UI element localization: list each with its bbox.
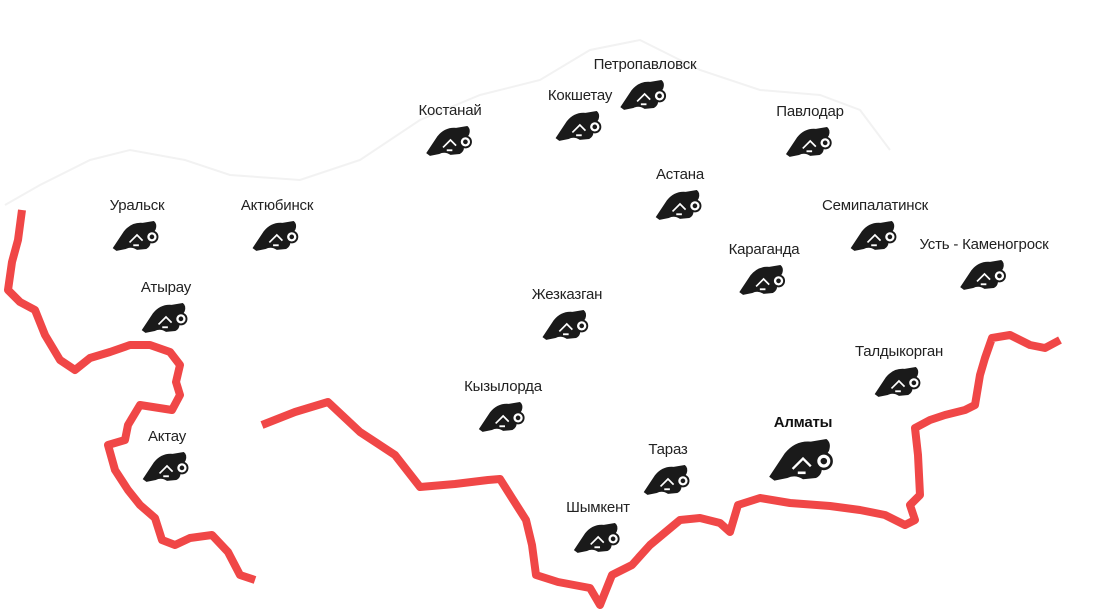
city-marker-ust-kamenogorsk[interactable]: Усть - Каменогроск xyxy=(919,236,1049,291)
training-mask-icon xyxy=(776,124,844,158)
city-marker-aktyubinsk[interactable]: Актюбинск xyxy=(241,197,313,252)
city-label: Павлодар xyxy=(776,103,844,120)
training-mask-icon xyxy=(548,108,612,142)
city-label: Астана xyxy=(656,166,704,183)
training-mask-icon xyxy=(764,435,842,482)
city-marker-atyrau[interactable]: Атырау xyxy=(138,279,194,334)
southern-border xyxy=(260,331,1062,609)
city-marker-kostanay[interactable]: Костанай xyxy=(418,102,482,157)
training-mask-icon xyxy=(652,187,708,221)
training-mask-icon xyxy=(566,520,630,554)
southern-border xyxy=(4,209,257,584)
city-marker-almaty[interactable]: Алматы xyxy=(764,414,842,482)
city-marker-kyzylorda[interactable]: Кызылорда xyxy=(464,378,542,433)
training-mask-icon xyxy=(418,123,481,157)
city-marker-karaganda[interactable]: Караганда xyxy=(729,241,800,296)
city-marker-shymkent[interactable]: Шымкент xyxy=(566,499,630,554)
city-label: Семипалатинск xyxy=(821,197,929,214)
city-marker-kokshetau[interactable]: Кокшетау xyxy=(548,87,612,142)
training-mask-icon xyxy=(729,262,800,296)
city-marker-zhezkazgan[interactable]: Жезказган xyxy=(532,286,602,341)
training-mask-icon xyxy=(532,307,602,341)
north-outline xyxy=(4,38,891,206)
training-mask-icon xyxy=(640,462,696,496)
training-mask-icon xyxy=(464,399,542,433)
training-mask-icon xyxy=(138,300,194,334)
training-mask-icon xyxy=(109,218,165,252)
city-label: Тараз xyxy=(648,441,688,458)
city-marker-semipalatinsk[interactable]: Семипалатинск xyxy=(822,197,928,252)
city-marker-taldykorgan[interactable]: Талдыкорган xyxy=(855,343,943,398)
city-label: Уральск xyxy=(109,197,165,214)
city-label: Алматы xyxy=(773,414,833,431)
training-mask-icon xyxy=(241,218,313,252)
training-mask-icon xyxy=(855,364,943,398)
city-label: Атырау xyxy=(140,279,192,296)
city-label: Жезказган xyxy=(531,286,603,303)
city-label: Шымкент xyxy=(566,499,630,516)
city-marker-uralsk[interactable]: Уральск xyxy=(109,197,165,252)
city-label: Актюбинск xyxy=(240,197,314,214)
training-mask-icon xyxy=(139,449,195,483)
city-marker-pavlodar[interactable]: Павлодар xyxy=(776,103,844,158)
city-label: Талдыкорган xyxy=(854,343,944,360)
city-label: Караганда xyxy=(728,241,800,258)
city-marker-taraz[interactable]: Тараз xyxy=(640,441,696,496)
city-label: Актау xyxy=(147,428,187,445)
city-label: Кокшетау xyxy=(547,87,613,104)
city-marker-petropavlovsk[interactable]: Петропавловск xyxy=(594,56,697,111)
city-marker-aktau[interactable]: Актау xyxy=(139,428,195,483)
training-mask-icon xyxy=(919,257,1048,291)
training-mask-icon xyxy=(822,218,928,252)
city-label: Усть - Каменогроск xyxy=(919,236,1049,253)
city-label: Кызылорда xyxy=(464,378,542,395)
training-mask-icon xyxy=(594,77,697,111)
city-marker-astana[interactable]: Астана xyxy=(652,166,708,221)
city-label: Петропавловск xyxy=(593,56,697,73)
city-label: Костанай xyxy=(418,102,482,119)
